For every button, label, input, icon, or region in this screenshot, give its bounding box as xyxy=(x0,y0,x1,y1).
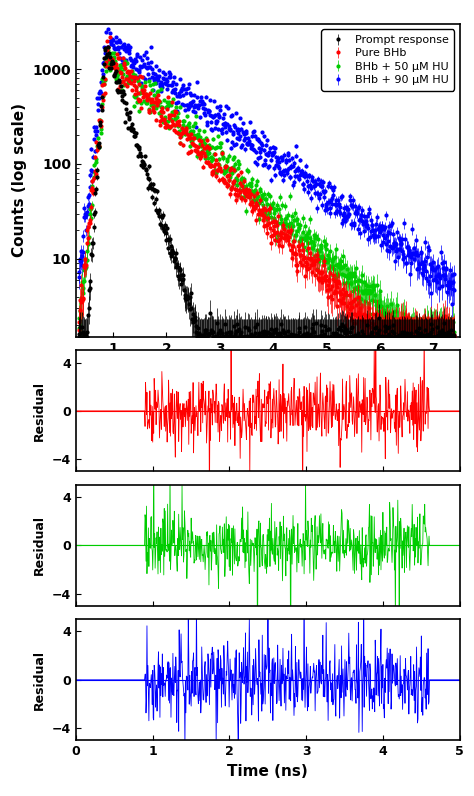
Y-axis label: Counts (log scale): Counts (log scale) xyxy=(12,103,27,257)
X-axis label: Time (ns): Time (ns) xyxy=(228,361,308,377)
Y-axis label: Residual: Residual xyxy=(33,515,46,576)
X-axis label: Time (ns): Time (ns) xyxy=(228,763,308,778)
Legend: Prompt response, Pure BHb, BHb + 50 μM HU, BHb + 90 μM HU: Prompt response, Pure BHb, BHb + 50 μM H… xyxy=(321,29,454,91)
Y-axis label: Residual: Residual xyxy=(33,381,46,441)
Y-axis label: Residual: Residual xyxy=(33,650,46,710)
